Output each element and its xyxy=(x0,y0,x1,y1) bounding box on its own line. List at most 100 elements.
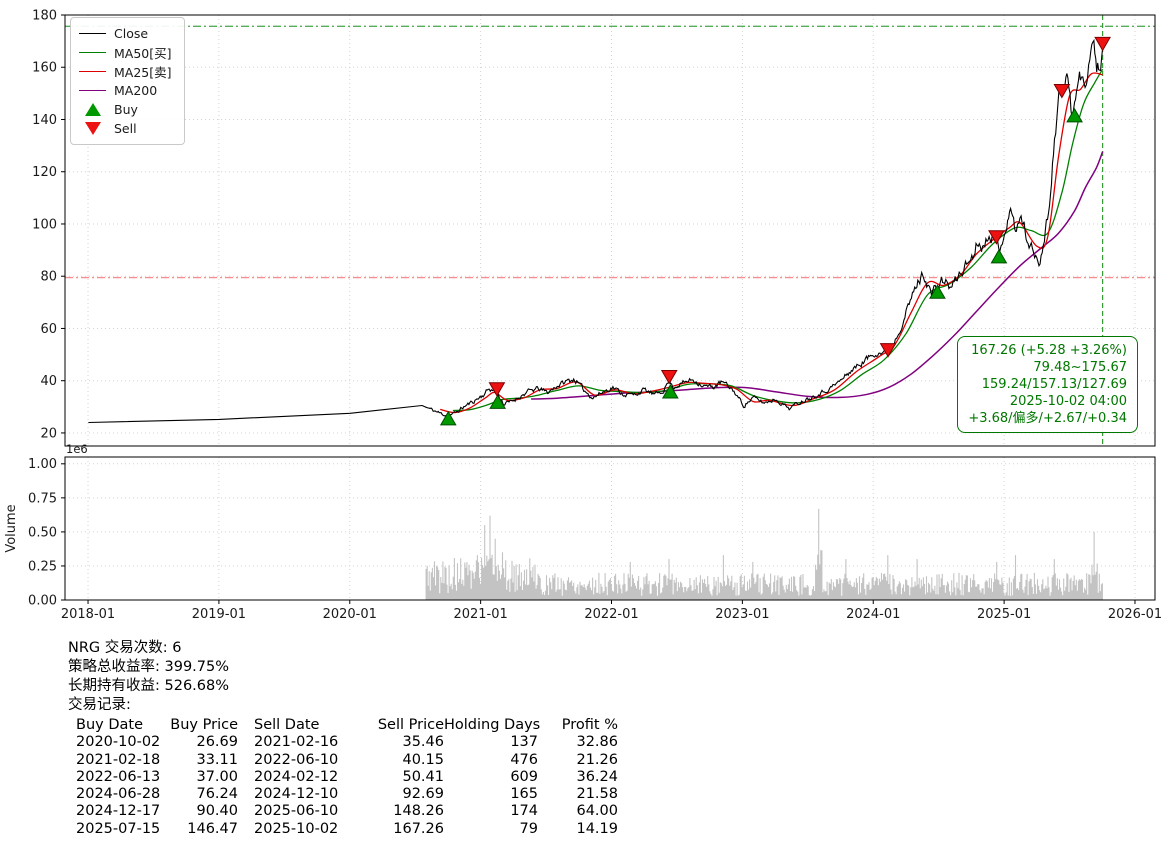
trade-cell: 50.41 xyxy=(402,768,444,785)
volume-tick-label: 1.00 xyxy=(28,457,57,472)
volume-tick-label: 0.00 xyxy=(28,593,57,608)
buy-marker xyxy=(439,410,457,426)
buy-marker xyxy=(990,248,1008,264)
trade-row: 2020-10-02 26.69 2021-02-16 35.46 137 32.86 xyxy=(76,733,618,750)
trade-cell: 32.86 xyxy=(576,734,618,751)
legend-label-sell: Sell xyxy=(114,121,137,136)
x-tick-label: 2026-01 xyxy=(1108,607,1162,622)
trade-cell: 2025-10-02 xyxy=(254,820,339,837)
buy-marker xyxy=(489,394,506,409)
volume-tick-label: 0.75 xyxy=(28,491,57,506)
trade-row: 2024-06-28 76.24 2024-12-10 92.69 165 21.58 xyxy=(76,785,618,802)
price-tick-label: 160 xyxy=(32,61,57,76)
trade-col-header: Sell Date xyxy=(254,717,320,733)
trade-cell: 2024-06-28 xyxy=(76,786,161,803)
trade-cell: 21.58 xyxy=(576,786,618,803)
trade-cell: 2021-02-16 xyxy=(254,734,339,751)
annotation-line-mas: 159.24/157.13/127.69 xyxy=(981,377,1127,392)
trade-cell: 174 xyxy=(510,803,538,820)
sell-markers xyxy=(488,36,1111,397)
trade-cell: 476 xyxy=(510,751,538,768)
x-tick-label: 2023-01 xyxy=(715,607,769,622)
trade-cell: 165 xyxy=(510,786,538,803)
volume-tick-label: 0.50 xyxy=(28,525,57,540)
trade-table-header: Buy Date Buy Price Sell Date Sell Price Hold… xyxy=(76,716,618,733)
x-tick-label: 2018-01 xyxy=(61,607,115,622)
trade-cell: 2021-02-18 xyxy=(76,751,161,768)
trade-cell: 76.24 xyxy=(196,786,238,803)
price-tick-label: 80 xyxy=(40,270,57,285)
x-tick-label: 2022-01 xyxy=(584,607,638,622)
trade-col-header: Buy Price xyxy=(170,717,238,733)
price-tick-label: 100 xyxy=(32,217,57,232)
trade-col-header: Holding Days xyxy=(444,717,541,733)
x-tick-label: 2021-01 xyxy=(453,607,507,622)
trade-cell: 64.00 xyxy=(576,803,618,820)
sell-marker xyxy=(660,369,678,385)
trade-cell: 2025-07-15 xyxy=(76,820,161,837)
legend-item-ma25: MA25[卖] xyxy=(79,62,172,81)
legend-label-buy: Buy xyxy=(114,102,138,117)
close-swatch xyxy=(79,33,106,34)
buy-marker xyxy=(929,284,946,299)
x-tick-label: 2025-01 xyxy=(977,607,1031,622)
strategy-summary: NRG 交易次数: 6 策略总收益率: 399.75% 长期持有收益: 526.… xyxy=(68,639,618,837)
volume-plot-border xyxy=(64,456,1156,601)
legend-item-close: Close xyxy=(79,24,172,43)
buy-marker-icon xyxy=(84,103,101,116)
legend-label-ma200: MA200 xyxy=(114,83,158,98)
trade-row: 2022-06-13 37.00 2024-02-12 50.41 609 36.24 xyxy=(76,768,618,785)
close-line xyxy=(88,38,1104,424)
stat-hold-return: 长期持有收益: 526.68% xyxy=(68,678,230,694)
trade-col-header: Sell Price xyxy=(377,717,444,733)
trade-cell: 26.69 xyxy=(196,734,238,751)
last-bar-annotation: 167.26 (+5.28 +3.26%) 79.48~175.67 159.2… xyxy=(957,336,1138,433)
legend: Close MA50[买] MA25[卖] MA200 Buy Sell xyxy=(70,17,185,145)
price-plot-border xyxy=(64,14,1156,447)
volume-axis-title: Volume xyxy=(4,504,19,552)
stock-chart-canvas: 20 40 60 80 100 120 140 160 180 0.00 0.25 0.50 0.75 1… xyxy=(4,8,1162,622)
buy-marker xyxy=(1066,107,1083,123)
trade-row: 2025-07-15 146.47 2025-10-02 167.26 79 14.19 xyxy=(76,820,618,837)
price-tick-label: 20 xyxy=(40,426,57,441)
trade-cell: 148.26 xyxy=(393,803,444,820)
price-tick-label: 40 xyxy=(40,374,57,389)
price-tick-label: 60 xyxy=(40,322,57,337)
ma50-swatch xyxy=(79,52,106,53)
trade-cell: 137 xyxy=(510,734,538,751)
annotation-line-range: 79.48~175.67 xyxy=(1033,360,1127,375)
legend-item-sell: Sell xyxy=(79,119,172,138)
trade-cell: 2024-12-17 xyxy=(76,803,161,820)
x-tick-label: 2020-01 xyxy=(323,607,377,622)
sell-marker-icon xyxy=(84,122,101,135)
trade-records-label: 交易记录: xyxy=(68,697,131,713)
volume-tick-label: 0.25 xyxy=(28,559,57,574)
sell-marker xyxy=(488,382,506,397)
volume-bars xyxy=(425,508,1103,600)
legend-item-buy: Buy xyxy=(79,100,172,119)
trade-history-table: Buy Date Buy Price Sell Date Sell Price Hold… xyxy=(76,716,618,837)
trade-cell: 2022-06-10 xyxy=(254,751,339,768)
trade-cell: 90.40 xyxy=(196,803,238,820)
price-tick-label: 120 xyxy=(32,165,57,180)
x-tick-label: 2024-01 xyxy=(846,607,900,622)
trade-cell: 35.46 xyxy=(402,734,444,751)
trade-cell: 36.24 xyxy=(576,768,618,785)
trade-cell: 37.00 xyxy=(196,768,238,785)
legend-label-ma50: MA50[买] xyxy=(114,46,172,61)
trade-col-header: Profit % xyxy=(561,717,618,733)
volume-axis-multiplier: 1e6 xyxy=(66,442,88,456)
axes-labels: 20 40 60 80 100 120 140 160 180 0.00 0.25 0.50 0.75 1… xyxy=(4,8,1162,622)
trade-cell: 146.47 xyxy=(187,820,238,837)
legend-item-ma200: MA200 xyxy=(79,81,172,100)
trade-cell: 2024-02-12 xyxy=(254,768,339,785)
trade-cell: 2024-12-10 xyxy=(254,786,339,803)
trade-row: 2021-02-18 33.11 2022-06-10 40.15 476 21.26 xyxy=(76,751,618,768)
trade-cell: 79 xyxy=(519,820,538,837)
trade-cell: 14.19 xyxy=(576,820,618,837)
annotation-line-signal: +3.68/偏多/+2.67/+0.34 xyxy=(968,411,1127,426)
grid xyxy=(65,14,1155,601)
stat-strategy-return: 策略总收益率: 399.75% xyxy=(68,659,230,675)
annotation-line-date: 2025-10-02 04:00 xyxy=(1009,394,1127,409)
sell-swatch xyxy=(79,122,106,135)
